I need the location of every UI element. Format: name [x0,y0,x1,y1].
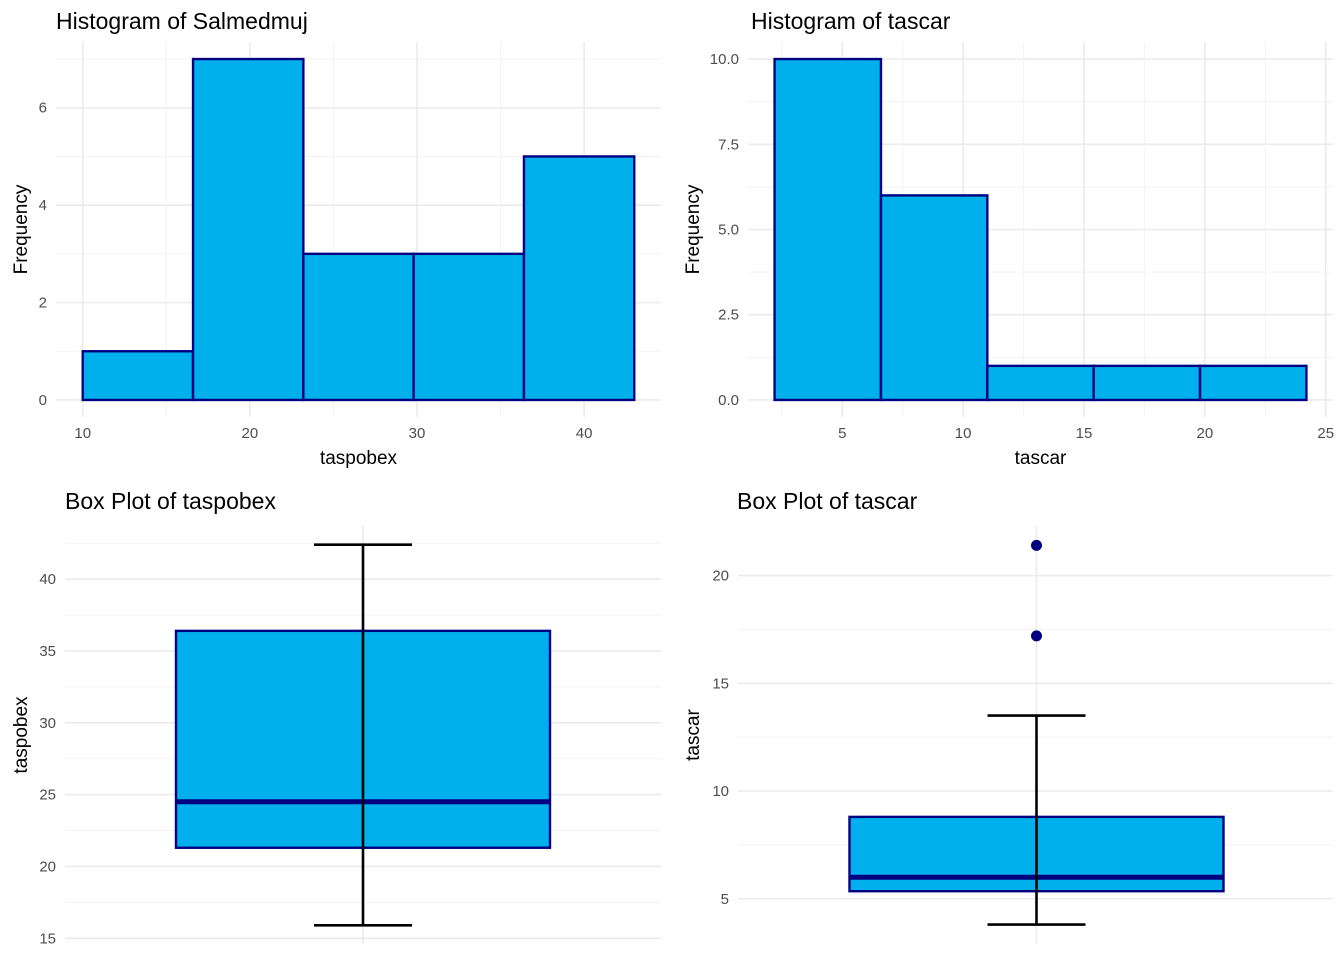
x-tick-label: 20 [242,425,259,442]
histogram-bar [81,350,195,402]
y-tick-label: 35 [39,643,56,660]
x-tick-label: 10 [955,425,972,442]
histogram-bars [773,57,1308,402]
y-tick-label: 20 [712,568,729,585]
y-tick-label: 10 [712,783,729,800]
y-axis-title: Frequency [683,184,704,274]
y-tick-label: 5.0 [718,222,739,239]
x-axis-title: tascar [1015,448,1067,469]
gridlines [738,526,1333,944]
y-axis-title: taspobex [11,696,32,774]
histogram-bar [412,252,526,402]
y-tick-label: 2 [39,295,47,312]
y-tick-label: 10.0 [710,51,739,68]
outlier-point [1031,539,1042,551]
y-tick-label: 25 [39,787,56,804]
y-tick-label: 30 [39,715,56,732]
y-tick-label: 20 [39,858,56,875]
x-tick-label: 30 [409,425,426,442]
histogram-bar [986,364,1095,402]
outlier-point [1031,630,1042,642]
histogram-bar [191,57,305,402]
x-tick-label: 25 [1317,425,1334,442]
chart-title: Histogram of tascar [751,8,951,34]
x-tick-label: 20 [1197,425,1214,442]
hist-tascar-panel: Histogram of tascar Frequency 0.0 2.5 5.0 7.5… [683,8,1334,469]
x-tick-label: 10 [74,425,91,442]
histogram-bar [1092,364,1202,402]
y-tick-label: 0.0 [718,392,739,409]
histogram-bar [773,57,883,402]
y-axis-title: Frequency [11,184,32,274]
x-tick-label: 5 [838,425,846,442]
box-taspobex-panel: Box Plot of taspobex taspobex 15 20 25 30 35 40 [11,488,661,947]
y-tick-label: 15 [39,930,56,947]
y-tick-label: 15 [712,675,729,692]
chart-title: Box Plot of tascar [737,488,918,514]
histogram-bar [879,194,989,402]
hist-taspobex-panel: Histogram of Salmedmuj Frequency 0 2 4 6 10 20 3… [11,8,661,469]
histogram-bar [1198,364,1308,402]
x-tick-label: 40 [576,425,593,442]
y-axis-title: tascar [683,708,704,760]
y-tick-label: 5 [721,891,729,908]
chart-title: Histogram of Salmedmuj [56,8,308,34]
x-tick-label: 15 [1076,425,1093,442]
y-tick-label: 0 [39,392,47,409]
y-tick-label: 7.5 [718,136,739,153]
y-tick-label: 40 [39,571,56,588]
chart-title: Box Plot of taspobex [65,488,276,514]
y-tick-label: 6 [39,100,47,117]
y-tick-label: 4 [39,197,47,214]
histogram-bar [522,155,636,402]
box-tascar-panel: Box Plot of tascar tascar 5 10 15 20 [683,488,1333,944]
x-axis-title: taspobex [320,448,398,469]
y-tick-label: 2.5 [718,307,739,324]
histogram-bars [81,57,636,402]
histogram-bar [302,252,415,402]
